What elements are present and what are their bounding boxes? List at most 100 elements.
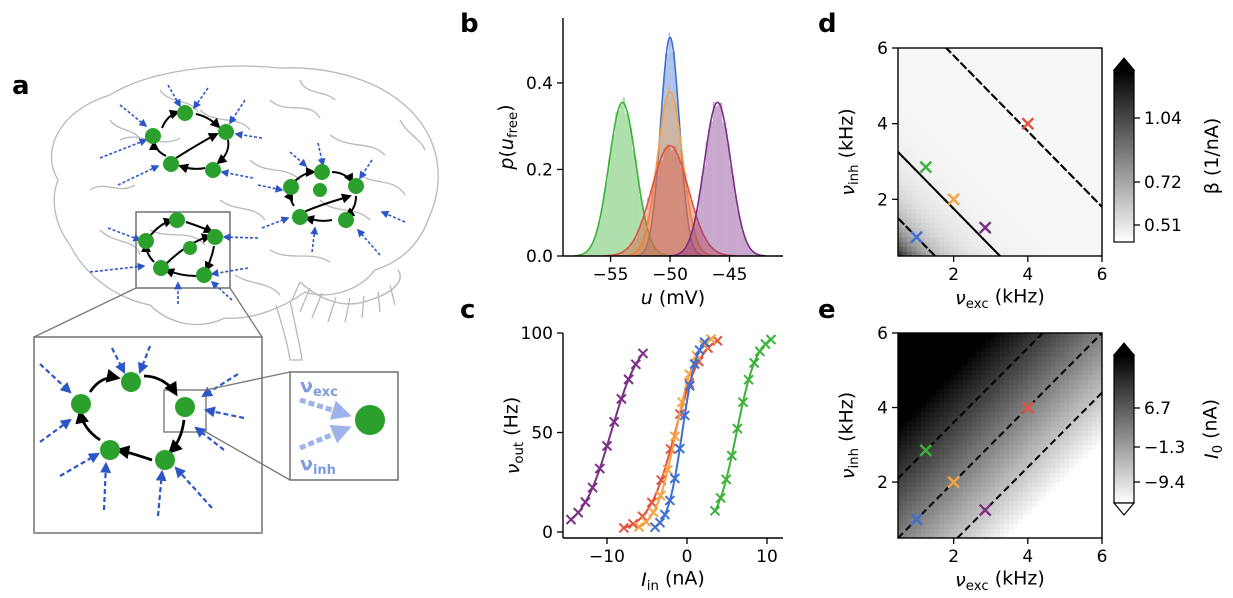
b-hist-bar-orange [699,247,702,256]
d-heatmap-cell [944,184,950,191]
e-heatmap-cell [1013,342,1019,348]
e-heatmap-cell [1046,509,1052,516]
e-heatmap-cell [1083,523,1089,529]
e-heatmap-cell [1008,346,1015,352]
b-hist-bar-green [649,237,652,256]
d-heatmap-cell [1036,137,1043,143]
d-heatmap-cell [990,57,996,63]
d-heatmap-cell [930,236,936,243]
e-heatmap-cell [985,435,992,441]
e-heatmap-cell [1097,337,1102,343]
d-heatmap-cell [948,246,954,252]
e-heatmap-cell [948,435,954,441]
d-heatmap-cell [898,61,903,68]
e-heatmap-cell [906,477,913,483]
d-heatmap-cell [1083,165,1089,172]
e-heatmap-cell [1073,486,1080,492]
e-heatmap-cell [995,467,1001,474]
d-heatmap-cell [1036,232,1043,238]
d-heatmap-cell [898,203,903,210]
d-heatmap-cell [898,146,903,153]
d-heatmap-cell [925,132,931,139]
b-hist-bar-blue [664,53,667,257]
d-heatmap-cell [925,76,931,82]
d-heatmap-cell [1041,146,1047,153]
d-heatmap-cell [967,85,973,91]
e-marker-purple [978,503,992,517]
e-heatmap-cell [1004,346,1010,352]
d-heatmap-cell [1092,52,1098,58]
b-hist-bar-green [615,111,618,257]
e-heatmap-cell [953,393,959,399]
e-heatmap-cell [944,500,950,506]
e-heatmap-cell [1050,449,1056,455]
d-heatmap-cell [902,213,908,219]
b-hist-bar-orange [663,108,666,257]
e-heatmap-cell [944,351,950,357]
d-heatmap-cell [944,151,950,158]
e-heatmap-cell [1055,337,1061,343]
d-heatmap-cell [911,76,917,82]
e-heatmap-cell [925,514,931,520]
d-heatmap-cell [1059,165,1066,172]
e-heatmap-cell [990,435,996,441]
d-heatmap-cell [1018,94,1024,101]
d-heatmap-cell [916,227,922,233]
e-heatmap-cell [953,407,959,413]
d-heatmap-cell [985,104,992,110]
d-heatmap-cell [934,250,941,256]
e-heatmap-cell [1059,333,1066,338]
d-heatmap-cell [990,184,996,191]
d-heatmap-cell [1064,156,1070,162]
e-heatmap-cell [1022,477,1029,483]
d-heatmap-cell [906,90,913,96]
e-heatmap-cell [957,393,964,399]
d-heatmap-cell [920,227,927,233]
d-heatmap-cell [1004,118,1010,124]
e-heatmap-cell [1083,500,1089,506]
e-heatmap-cell [999,397,1005,404]
e-heatmap-cell [1050,467,1056,474]
e-heatmap-cell [1083,435,1089,441]
e-heatmap-cell [1078,407,1084,413]
e-heatmap-cell [930,374,936,380]
d-heatmap-cell [902,57,908,63]
e-heatmap-cell [920,379,927,385]
e-heatmap-cell [911,505,917,511]
d-heatmap-cell [1059,232,1066,238]
c-marker-purple [594,463,606,474]
e-heatmap-cell [1050,458,1056,464]
d-heatmap-cell [1055,236,1061,243]
e-heatmap-cell [1064,430,1070,436]
d-heatmap-cell [1055,99,1061,106]
d-heatmap-cell [1022,52,1029,58]
d-heatmap-cell [920,61,927,68]
panel-d-letter: d [818,9,837,39]
b-hist-bar-blue [675,80,677,257]
b-hist-bar-blue [641,253,643,256]
e-heatmap-cell [1046,416,1052,422]
d-heatmap-cell [1032,94,1038,101]
e-heatmap-cell [1050,393,1056,399]
e-heatmap-cell [1022,351,1029,357]
e-heatmap-cell [1087,365,1094,371]
e-heatmap-cell [934,533,941,538]
e-heatmap-cell [981,491,987,497]
d-heatmap-cell [1027,151,1033,158]
d-heatmap-cell [925,194,931,200]
b-hist-bar-green [610,145,613,256]
d-heatmap-cell [916,123,922,129]
d-heatmap-cell [1008,156,1015,162]
e-heatmap-cell [1069,342,1075,348]
d-heatmap-cell [934,156,941,162]
e-heatmap-cell [1069,486,1075,492]
e-heatmap-cell [902,416,908,422]
d-heatmap-cell [967,48,973,54]
d-heatmap-cell [1008,109,1015,115]
e-heatmap-cell [1032,351,1038,357]
e-heatmap-cell [1069,500,1075,506]
c-marker-green [732,423,743,434]
e-heatmap-cell [981,444,987,450]
d-heatmap-cell [1069,132,1075,139]
e-heatmap-cell [934,449,941,455]
